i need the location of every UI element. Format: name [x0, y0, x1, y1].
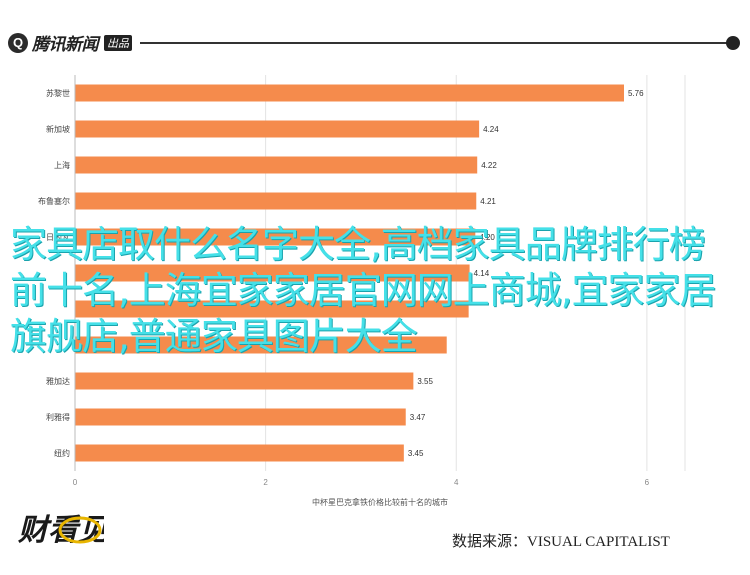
- category-label: 利雅得: [46, 412, 70, 422]
- data-label: 4.20: [479, 233, 495, 242]
- bar: [75, 300, 469, 318]
- bar: [75, 84, 624, 102]
- bar: [75, 156, 478, 174]
- data-label: 3.55: [417, 377, 433, 386]
- data-label: 4.22: [481, 161, 497, 170]
- data-label: 3.47: [410, 413, 426, 422]
- logo-text: 腾讯新闻: [32, 35, 99, 54]
- bar: [75, 228, 476, 246]
- data-label: 3.45: [408, 449, 424, 458]
- data-label: 5.76: [628, 89, 644, 98]
- data-label: 4.14: [474, 269, 490, 278]
- tencent-news-logo: Q 腾讯新闻 出品: [8, 30, 132, 55]
- category-label: 苏黎世: [46, 88, 70, 98]
- x-axis-title: 中杯星巴克拿铁价格比较前十名的城市: [312, 497, 448, 507]
- category-label: 上海: [54, 160, 70, 170]
- overlay-title: 家具店取什么名字大全,高档家具品牌排行榜前十名,上海宜家家居官网网上商城,宜家家…: [10, 223, 717, 358]
- data-label: 4.21: [480, 197, 496, 206]
- bar: [75, 264, 470, 282]
- bar: [75, 192, 477, 210]
- category-label: 布鲁塞尔: [38, 196, 70, 206]
- bar: [75, 336, 447, 354]
- bar: [75, 408, 406, 426]
- data-source: 数据来源：VISUAL CAPITALIST: [452, 534, 670, 550]
- header-divider: [140, 42, 730, 44]
- category-label: 日内瓦: [46, 232, 70, 242]
- logo-icon: Q: [8, 32, 28, 53]
- x-tick-label: 6: [645, 478, 650, 487]
- x-tick-label: 4: [454, 478, 459, 487]
- header: Q 腾讯新闻 出品: [0, 0, 750, 80]
- bar-chart: 0 2 4 6 苏黎世 5.76 新加坡 4.24 上海 4.22 布鲁塞尔 4.21 日内瓦 4.20 4…: [38, 75, 686, 507]
- x-tick-label: 0: [73, 478, 78, 487]
- category-label: 新加坡: [46, 124, 70, 134]
- logo-badge: 出品: [104, 34, 132, 51]
- bar: [75, 120, 480, 138]
- x-tick-label: 2: [263, 478, 268, 487]
- brand-logo: 财看见: [18, 513, 104, 548]
- category-label: 雅加达: [46, 376, 70, 386]
- data-label: 4.24: [483, 125, 499, 134]
- header-dot-icon: [726, 36, 740, 50]
- category-label: 纽约: [54, 448, 70, 458]
- bar: [75, 444, 404, 462]
- bar: [75, 372, 414, 390]
